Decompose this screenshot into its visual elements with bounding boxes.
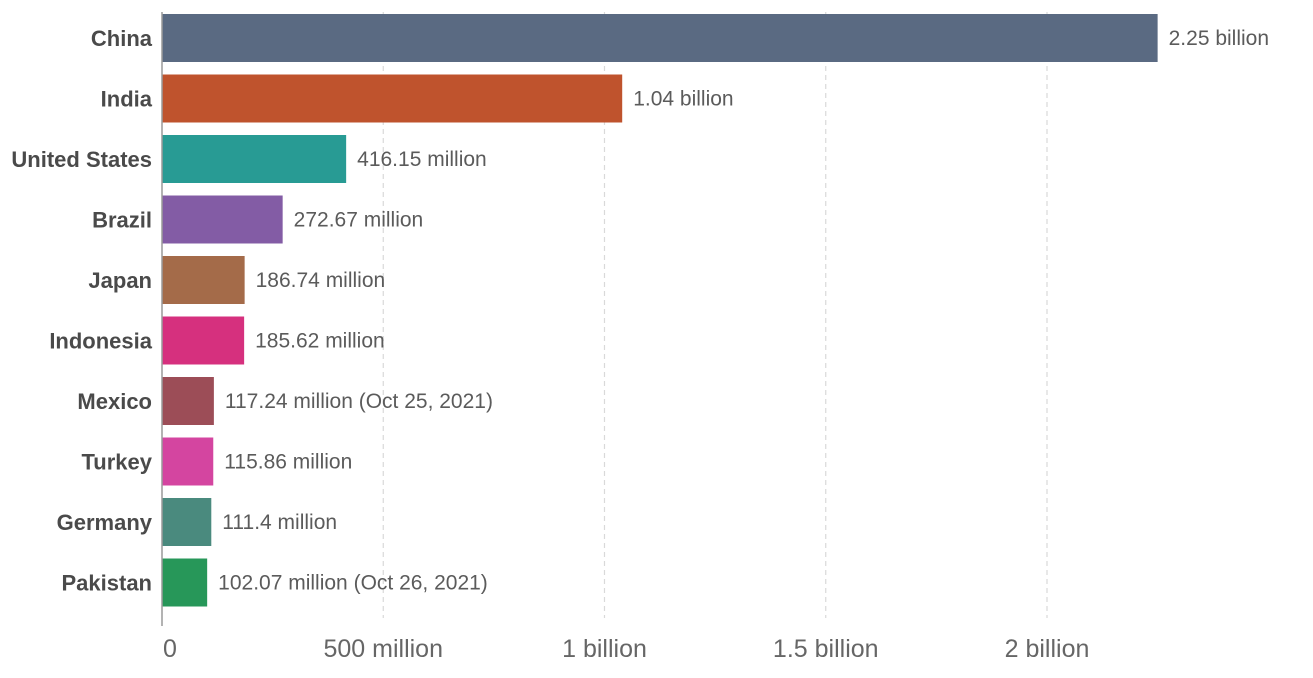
x-tick-label: 2 billion — [1005, 635, 1090, 663]
bar-united-states — [162, 135, 347, 183]
x-tick-label: 500 million — [323, 635, 443, 663]
bar-brazil — [162, 195, 283, 244]
value-label: 111.4 million — [222, 511, 337, 534]
bar-turkey — [162, 437, 214, 486]
bar-mexico — [162, 377, 214, 425]
category-label: Brazil — [92, 208, 152, 233]
value-label: 416.15 million — [357, 148, 487, 171]
category-label: Mexico — [77, 389, 152, 414]
value-label: 1.04 billion — [633, 88, 733, 111]
category-label: United States — [11, 147, 152, 172]
value-label: 185.62 million — [255, 330, 385, 353]
value-label: 272.67 million — [294, 209, 424, 232]
category-label: Indonesia — [49, 329, 152, 354]
bar-indonesia — [162, 316, 245, 365]
value-label: 2.25 billion — [1169, 27, 1269, 50]
x-tick-label: 0 — [163, 635, 177, 663]
x-tick-label: 1.5 billion — [773, 635, 879, 663]
category-label: Japan — [88, 268, 152, 293]
x-axis-ticks: 0 500 million 1 billion 1.5 billion 2 billio… — [163, 635, 1089, 663]
bar-india — [162, 74, 623, 123]
bar-pakistan — [162, 558, 208, 607]
value-label: 186.74 million — [256, 269, 386, 292]
category-label: Turkey — [81, 450, 152, 475]
value-label: 102.07 million (Oct 26, 2021) — [218, 572, 488, 595]
category-label: China — [91, 26, 153, 51]
category-label: Germany — [57, 510, 153, 535]
bar-germany — [162, 498, 212, 546]
category-label: India — [101, 87, 153, 112]
x-tick-label: 1 billion — [562, 635, 647, 663]
bar-japan — [162, 256, 245, 304]
bar-china — [162, 14, 1158, 62]
category-label: Pakistan — [62, 571, 153, 596]
value-label: 115.86 million — [224, 451, 352, 474]
bars: China 2.25 billion India 1.04 billion United… — [11, 14, 1269, 607]
value-label: 117.24 million (Oct 25, 2021) — [225, 390, 493, 413]
